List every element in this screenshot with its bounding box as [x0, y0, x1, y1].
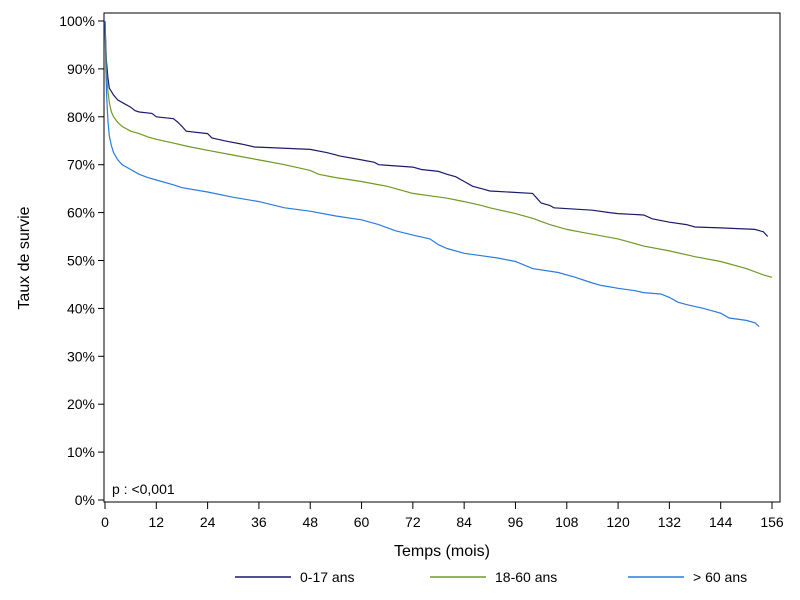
- x-tick-label: 72: [405, 514, 421, 530]
- series-line: [104, 20, 760, 328]
- x-tick-label: 108: [555, 514, 579, 530]
- y-axis: 0% 10% 20% 30% 40% 50% 60% 70% 80% 90% 100%: [59, 13, 104, 508]
- x-tick-label: 96: [508, 514, 524, 530]
- p-value-annotation: p : <0,001: [112, 481, 175, 497]
- y-axis-label: Taux de survie: [16, 206, 33, 309]
- y-tick-label: 30%: [67, 348, 95, 364]
- x-tick-label: 60: [354, 514, 370, 530]
- y-tick-label: 0%: [75, 492, 95, 508]
- x-tick-label: 156: [760, 514, 784, 530]
- x-tick-label: 132: [658, 514, 682, 530]
- x-tick-label: 84: [456, 514, 472, 530]
- series-lines: [104, 20, 773, 328]
- y-tick-label: 10%: [67, 444, 95, 460]
- legend: 0-17 ans 18-60 ans > 60 ans: [235, 569, 747, 585]
- series-line: [104, 20, 773, 278]
- y-tick-label: 90%: [67, 61, 95, 77]
- x-tick-label: 120: [606, 514, 630, 530]
- x-tick-label: 36: [251, 514, 267, 530]
- x-tick-label: 48: [302, 514, 318, 530]
- legend-label: 0-17 ans: [300, 569, 354, 585]
- x-tick-label: 0: [101, 514, 109, 530]
- x-tick-label: 144: [709, 514, 733, 530]
- plot-frame: [103, 12, 781, 503]
- x-tick-label: 12: [149, 514, 165, 530]
- y-tick-label: 80%: [67, 109, 95, 125]
- y-tick-label: 60%: [67, 205, 95, 221]
- x-axis-label: Temps (mois): [394, 543, 490, 560]
- y-tick-label: 50%: [67, 253, 95, 269]
- x-axis: 0 12 24 36 48 60 72 84 96 108 120 132 144 156: [101, 502, 784, 530]
- y-tick-label: 100%: [59, 13, 95, 29]
- x-tick-label: 24: [200, 514, 216, 530]
- y-tick-label: 40%: [67, 300, 95, 316]
- series-line: [104, 20, 769, 237]
- y-tick-label: 20%: [67, 396, 95, 412]
- legend-label: 18-60 ans: [495, 569, 557, 585]
- y-tick-label: 70%: [67, 157, 95, 173]
- legend-label: > 60 ans: [693, 569, 747, 585]
